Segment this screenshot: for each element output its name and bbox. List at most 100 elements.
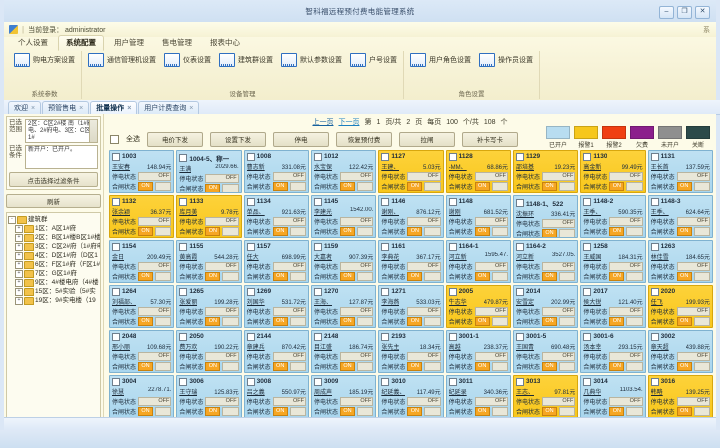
meter-cell-checkbox[interactable]	[448, 152, 457, 161]
meter-cell-checkbox[interactable]	[246, 287, 255, 296]
meter-cell-checkbox[interactable]	[650, 377, 659, 386]
tree-node[interactable]: + 1区：A区1#府	[8, 224, 99, 233]
meter-user-name[interactable]: 费万欢	[179, 344, 198, 351]
expand-icon[interactable]: +	[15, 287, 23, 296]
meter-user-name[interactable]: 库月美	[179, 209, 198, 216]
meter-cell-checkbox[interactable]	[179, 287, 188, 296]
meter-cell-checkbox[interactable]	[448, 377, 457, 386]
meter-user-name[interactable]: 曹志新	[246, 164, 265, 171]
meter-cell[interactable]: 1003 王安春 148.94元 停电状态 OFF 合闸状态 ON	[109, 150, 175, 193]
meter-cell[interactable]: 3013 王志、 97.81元 停电状态 OFF 合闸状态 ON	[513, 375, 579, 418]
meter-cell[interactable]: 3001-5 王国青 690.48元 停电状态 OFF 合闸状态 ON	[513, 330, 579, 373]
meter-cell[interactable]: 1271 李海燕 533.03元 停电状态 OFF 合闸状态 ON	[378, 285, 444, 328]
meter-cell[interactable]: 2193 张先主 18.34元 停电状态 OFF 合闸状态 ON	[378, 330, 444, 373]
meter-cell[interactable]: 1145 李建光 1542.00. 停电状态 OFF 合闸状态 ON	[311, 195, 377, 238]
expand-icon[interactable]: +	[15, 296, 23, 305]
close-button[interactable]: ✕	[695, 6, 710, 19]
meter-user-name[interactable]: 任大	[246, 254, 259, 261]
meter-cell[interactable]: 2050 费万欢 190.22元 停电状态 OFF 合闸状态 ON	[176, 330, 242, 373]
meter-user-name[interactable]: 目江盛	[314, 344, 333, 351]
meter-user-name[interactable]: 王满	[179, 166, 192, 173]
tree-root-node[interactable]: - 建筑群	[8, 215, 99, 224]
meter-cell[interactable]: 1146 谢刚、 876.12元 停电状态 OFF 合闸状态 ON	[378, 195, 444, 238]
meter-cell[interactable]: 1154 金日 209.49元 停电状态 OFF 合闸状态 ON	[109, 240, 175, 283]
meter-cell[interactable]: 1258 王威国 184.31元 停电状态 OFF 合闸状态 ON	[580, 240, 646, 283]
meter-cell[interactable]: 3002 章天超 439.88元 停电状态 OFF 合闸状态 ON	[647, 330, 713, 373]
expand-icon[interactable]: +	[15, 269, 23, 278]
tree-node[interactable]: + 6区：F区1#府（F区1#	[8, 260, 100, 269]
meter-cell-checkbox[interactable]	[179, 332, 188, 341]
meter-user-name[interactable]: 李典花	[381, 254, 400, 261]
meter-user-name[interactable]: 谢刚、	[381, 209, 400, 216]
meter-cell-checkbox[interactable]	[381, 287, 390, 296]
meter-user-name[interactable]: 单品、	[246, 209, 265, 216]
meter-user-name[interactable]: 黄高霞	[179, 254, 198, 261]
tree-node[interactable]: + 15区：5#实验（5#实	[8, 287, 99, 296]
meter-cell-checkbox[interactable]	[246, 332, 255, 341]
restore-prepaid-button[interactable]: 恢复预付费	[336, 131, 392, 147]
collapse-icon[interactable]: -	[8, 215, 16, 224]
meter-cell[interactable]: 1004-5、称一 王满 2029.66. 停电状态 OFF 合闸状态 ON	[176, 150, 242, 193]
meter-user-name[interactable]: 高越	[448, 344, 461, 351]
meter-user-name[interactable]: 王季、	[650, 209, 669, 216]
meter-cell[interactable]: 1134 单品、 921.63元 停电状态 OFF 合闸状态 ON	[243, 195, 309, 238]
tab-prepaid-sales[interactable]: 预管售电 ×	[42, 101, 90, 114]
meter-user-name[interactable]: 汤本幸	[583, 344, 602, 351]
meter-cell-checkbox[interactable]	[179, 153, 188, 162]
meter-cell-checkbox[interactable]	[516, 198, 524, 207]
meter-cell[interactable]: 3016 韩略 139.25元 停电状态 OFF 合闸状态 ON	[647, 375, 713, 418]
meter-user-name[interactable]: 水宝保	[314, 164, 333, 171]
ribbon-tab-personal[interactable]: 个人设置	[18, 38, 48, 47]
meter-user-name[interactable]: 李建光	[314, 209, 333, 216]
meter-cell-checkbox[interactable]	[381, 152, 390, 161]
meter-user-name[interactable]: 河立新	[516, 254, 535, 261]
ribbon-item-comm-manager[interactable]: 通信管理机设置	[85, 52, 159, 68]
meter-cell[interactable]: 1161 李典花 367.17元 停电状态 OFF 合闸状态 ON	[378, 240, 444, 283]
meter-cell[interactable]: 1264 刘福部、 57.30元 停电状态 OFF 合闸状态 ON	[109, 285, 175, 328]
meter-user-name[interactable]: 高金新	[583, 164, 602, 171]
refresh-button[interactable]: 刷新	[6, 194, 101, 208]
meter-cell[interactable]: 2048 邢小丽 109.68元 停电状态 OFF 合闸状态 ON	[109, 330, 175, 373]
meter-user-name[interactable]: -MM、	[448, 164, 467, 171]
meter-cell-checkbox[interactable]	[650, 242, 659, 251]
expand-icon[interactable]: +	[15, 233, 23, 242]
meter-cell-checkbox[interactable]	[314, 242, 322, 251]
meter-user-name[interactable]: 王守瑞	[179, 389, 198, 396]
meter-user-name[interactable]: 刘国华	[246, 299, 265, 306]
meter-cell[interactable]: 1164-2 河立新 3527.05. 停电状态 OFF 合闸状态 ON	[513, 240, 579, 283]
meter-cell[interactable]: 1164-1 河立新 1595.47. 停电状态 OFF 合闸状态 ON	[445, 240, 511, 283]
meter-user-name[interactable]: 吕之義	[246, 389, 265, 396]
tree-node[interactable]: + 3区：C区2#府（1#府电	[8, 242, 100, 251]
tab-batch-operations[interactable]: 批量操作 ×	[90, 101, 138, 114]
meter-user-name[interactable]: 沈振环	[516, 211, 535, 218]
meter-cell-checkbox[interactable]	[583, 287, 592, 296]
meter-user-name[interactable]: 刘福部、	[112, 299, 137, 306]
meter-cell[interactable]: 2017 侯大锐 121.40元 停电状态 OFF 合闸状态 ON	[580, 285, 646, 328]
tree-node[interactable]: + 7区：G区1#府	[8, 269, 99, 278]
meter-cell[interactable]: 3008 吕之義 550.97元 停电状态 OFF 合闸状态 ON	[243, 375, 309, 418]
power-off-button[interactable]: 停电	[273, 131, 329, 147]
meter-cell-checkbox[interactable]	[650, 152, 659, 161]
meter-cell[interactable]: 2014 安雪定 202.99元 停电状态 OFF 合闸状态 ON	[513, 285, 579, 328]
meter-cell-checkbox[interactable]	[516, 287, 524, 296]
meter-user-name[interactable]: 任飞	[650, 299, 663, 306]
meter-user-name[interactable]: 林佳雪	[650, 254, 669, 261]
meter-user-name[interactable]: 几典华	[583, 389, 602, 396]
meter-cell[interactable]: 3006 王守瑞 125.83元 停电状态 OFF 合闸状态 ON	[176, 375, 242, 418]
meter-cell-checkbox[interactable]	[448, 332, 457, 341]
meter-user-name[interactable]: 安雪定	[516, 299, 535, 306]
meter-cell[interactable]: 3014 几典华 1103.54. 停电状态 OFF 合闸状态 ON	[580, 375, 646, 418]
meter-user-name[interactable]: 牛志华	[448, 299, 467, 306]
next-page-link[interactable]: 下一页	[338, 119, 360, 126]
ribbon-item-building-group[interactable]: 建筑群设置	[216, 52, 276, 68]
meter-cell-checkbox[interactable]	[314, 197, 322, 206]
meter-cell-checkbox[interactable]	[112, 152, 120, 161]
meter-cell[interactable]: 3011 纪延录 340.36元 停电状态 OFF 合闸状态 ON	[445, 375, 511, 418]
meter-cell-checkbox[interactable]	[112, 377, 120, 386]
meter-cell[interactable]: 3010 纪延義、 117.49元 停电状态 OFF 合闸状态 ON	[378, 375, 444, 418]
ribbon-item-account-settings[interactable]: 户号设置	[347, 52, 400, 68]
filter-range-value[interactable]: 2区：C区2#楼 南（1#府电、2#府电、3区：C区1#	[25, 119, 98, 143]
meter-cell-checkbox[interactable]	[448, 287, 457, 296]
meter-cell-checkbox[interactable]	[583, 242, 592, 251]
meter-cell[interactable]: 1155 黄高霞 544.28元 停电状态 OFF 合闸状态 ON	[176, 240, 242, 283]
